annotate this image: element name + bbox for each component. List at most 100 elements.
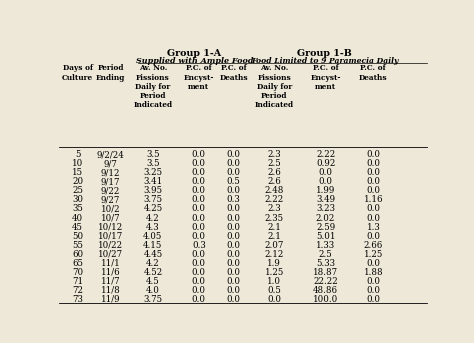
Text: 2.48: 2.48 [264, 186, 284, 196]
Text: 9/12: 9/12 [101, 168, 120, 177]
Text: 15: 15 [72, 168, 83, 177]
Text: 0.0: 0.0 [366, 159, 380, 168]
Text: 0.0: 0.0 [192, 223, 206, 232]
Text: 0.0: 0.0 [192, 232, 206, 240]
Text: 1.0: 1.0 [267, 277, 281, 286]
Text: 0.0: 0.0 [366, 150, 380, 159]
Text: 1.33: 1.33 [316, 241, 335, 250]
Text: 1.9: 1.9 [267, 259, 281, 268]
Text: 0.0: 0.0 [192, 159, 206, 168]
Text: P.C. of
Encyst-
ment: P.C. of Encyst- ment [183, 64, 214, 91]
Text: 11/1: 11/1 [101, 259, 120, 268]
Text: 2.5: 2.5 [267, 159, 281, 168]
Text: 0.0: 0.0 [192, 268, 206, 277]
Text: 30: 30 [72, 196, 83, 204]
Text: 50: 50 [72, 232, 83, 240]
Text: 71: 71 [72, 277, 83, 286]
Text: 11/8: 11/8 [101, 286, 120, 295]
Text: 4.0: 4.0 [146, 286, 160, 295]
Text: Group 1-A: Group 1-A [167, 49, 221, 58]
Text: 0.0: 0.0 [319, 177, 333, 186]
Text: Av. No.
Fissions
Daily for
Period
Indicated: Av. No. Fissions Daily for Period Indica… [255, 64, 294, 109]
Text: 4.15: 4.15 [143, 241, 163, 250]
Text: 0.0: 0.0 [366, 186, 380, 196]
Text: 10/22: 10/22 [98, 241, 123, 250]
Text: 3.41: 3.41 [143, 177, 163, 186]
Text: 0.0: 0.0 [227, 259, 241, 268]
Text: 3.95: 3.95 [143, 186, 163, 196]
Text: Period
Ending: Period Ending [96, 64, 125, 82]
Text: 0.0: 0.0 [366, 213, 380, 223]
Text: 9/22: 9/22 [101, 186, 120, 196]
Text: 4.52: 4.52 [143, 268, 163, 277]
Text: 40: 40 [72, 213, 83, 223]
Text: 10/17: 10/17 [98, 232, 123, 240]
Text: 0.0: 0.0 [192, 186, 206, 196]
Text: 4.2: 4.2 [146, 259, 160, 268]
Text: Food Limited to 9 Paramecia Daily: Food Limited to 9 Paramecia Daily [251, 57, 398, 65]
Text: 10/12: 10/12 [98, 223, 123, 232]
Text: 2.02: 2.02 [316, 213, 335, 223]
Text: 0.0: 0.0 [192, 204, 206, 213]
Text: Days of
Culture: Days of Culture [62, 64, 93, 82]
Text: Group 1-B: Group 1-B [297, 49, 352, 58]
Text: 2.6: 2.6 [267, 177, 281, 186]
Text: 5: 5 [75, 150, 81, 159]
Text: 0.0: 0.0 [192, 177, 206, 186]
Text: 73: 73 [72, 295, 83, 304]
Text: 0.0: 0.0 [192, 213, 206, 223]
Text: 0.0: 0.0 [227, 232, 241, 240]
Text: 0.0: 0.0 [192, 168, 206, 177]
Text: P.C. of
Encyst-
ment: P.C. of Encyst- ment [310, 64, 341, 91]
Text: 0.92: 0.92 [316, 159, 335, 168]
Text: 10/2: 10/2 [101, 204, 120, 213]
Text: 70: 70 [72, 268, 83, 277]
Text: 0.0: 0.0 [366, 286, 380, 295]
Text: P.C. of
Deaths: P.C. of Deaths [219, 64, 248, 82]
Text: 4.05: 4.05 [143, 232, 163, 240]
Text: 2.3: 2.3 [267, 150, 281, 159]
Text: 0.0: 0.0 [366, 204, 380, 213]
Text: 1.3: 1.3 [366, 223, 380, 232]
Text: 0.0: 0.0 [267, 295, 281, 304]
Text: 45: 45 [72, 223, 83, 232]
Text: 60: 60 [72, 250, 83, 259]
Text: 100.0: 100.0 [313, 295, 338, 304]
Text: 3.5: 3.5 [146, 159, 160, 168]
Text: 0.0: 0.0 [366, 295, 380, 304]
Text: 0.0: 0.0 [227, 159, 241, 168]
Text: 0.0: 0.0 [227, 241, 241, 250]
Text: 0.0: 0.0 [366, 168, 380, 177]
Text: 1.88: 1.88 [364, 268, 383, 277]
Text: 2.1: 2.1 [267, 223, 281, 232]
Text: 18.87: 18.87 [313, 268, 338, 277]
Text: 0.0: 0.0 [227, 213, 241, 223]
Text: 3.75: 3.75 [143, 295, 163, 304]
Text: 0.0: 0.0 [192, 196, 206, 204]
Text: 2.07: 2.07 [264, 241, 284, 250]
Text: 3.75: 3.75 [143, 196, 163, 204]
Text: 0.0: 0.0 [192, 295, 206, 304]
Text: 3.49: 3.49 [316, 196, 335, 204]
Text: 2.59: 2.59 [316, 223, 335, 232]
Text: 2.12: 2.12 [264, 250, 284, 259]
Text: 11/7: 11/7 [101, 277, 120, 286]
Text: 0.3: 0.3 [192, 241, 206, 250]
Text: 0.0: 0.0 [366, 232, 380, 240]
Text: 0.0: 0.0 [227, 168, 241, 177]
Text: 0.0: 0.0 [227, 286, 241, 295]
Text: 2.22: 2.22 [316, 150, 335, 159]
Text: 4.5: 4.5 [146, 277, 160, 286]
Text: 9/2/24: 9/2/24 [97, 150, 125, 159]
Text: 2.1: 2.1 [267, 232, 281, 240]
Text: 4.2: 4.2 [146, 213, 160, 223]
Text: Av. No.
Fissions
Daily for
Period
Indicated: Av. No. Fissions Daily for Period Indica… [133, 64, 173, 109]
Text: 0.0: 0.0 [366, 177, 380, 186]
Text: Supplied with Ample Food: Supplied with Ample Food [136, 57, 253, 65]
Text: 5.01: 5.01 [316, 232, 335, 240]
Text: 0.3: 0.3 [227, 196, 241, 204]
Text: 9/27: 9/27 [101, 196, 120, 204]
Text: 1.99: 1.99 [316, 186, 335, 196]
Text: 9/7: 9/7 [104, 159, 118, 168]
Text: 4.3: 4.3 [146, 223, 160, 232]
